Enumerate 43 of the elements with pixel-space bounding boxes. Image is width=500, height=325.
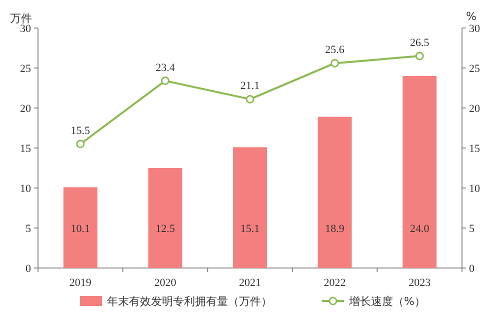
x-tick-label: 2021 (239, 277, 261, 289)
legend-label: 增长速度（%） (348, 295, 426, 308)
y2-tick-label: 30 (469, 23, 480, 35)
data-label: 15.1 (240, 223, 260, 235)
point (160, 76, 170, 86)
bar (402, 76, 437, 268)
data-label: 15.5 (70, 125, 91, 137)
point (415, 52, 424, 60)
x-tick-label: 2022 (324, 277, 346, 289)
y2-tick-label: 15 (469, 143, 480, 155)
x-tick-label: 2020 (154, 277, 177, 289)
y-axis-title: 万件 (10, 12, 32, 25)
point (76, 140, 85, 148)
data-label: 10.1 (70, 223, 90, 235)
y2-tick-label: 20 (469, 103, 480, 115)
y-tick-label: 25 (20, 63, 32, 75)
bar (233, 147, 267, 268)
bar (318, 116, 352, 268)
y-tick-label: 15 (20, 143, 32, 155)
data-label: 25.6 (325, 44, 345, 56)
y2-tick-label: 25 (469, 63, 480, 75)
y-tick-label: 30 (20, 23, 32, 35)
y2-tick-label: 10 (469, 183, 480, 195)
data-label: 26.5 (410, 37, 430, 49)
y-tick-label: 5 (26, 223, 32, 235)
y2-tick-label: 0 (469, 263, 475, 275)
data-label: 23.4 (156, 62, 176, 74)
bar (63, 187, 98, 268)
point (246, 94, 254, 104)
x-tick-label: 2019 (69, 277, 92, 289)
y-tick-label: 20 (20, 103, 32, 115)
y-tick-label: 0 (26, 263, 32, 275)
data-label: 12.5 (156, 223, 176, 235)
data-label: 24.0 (410, 223, 430, 235)
legend-label: 年末有效发明专利拥有量（万件） (107, 295, 272, 308)
data-label: 21.1 (240, 80, 260, 92)
x-tick-label: 2023 (408, 277, 432, 289)
y2-axis-title: % (466, 10, 476, 23)
y-tick-label: 10 (20, 183, 32, 195)
data-label: 18.9 (325, 223, 345, 235)
bar (148, 168, 182, 268)
y2-tick-label: 5 (469, 223, 475, 235)
point (330, 58, 340, 68)
